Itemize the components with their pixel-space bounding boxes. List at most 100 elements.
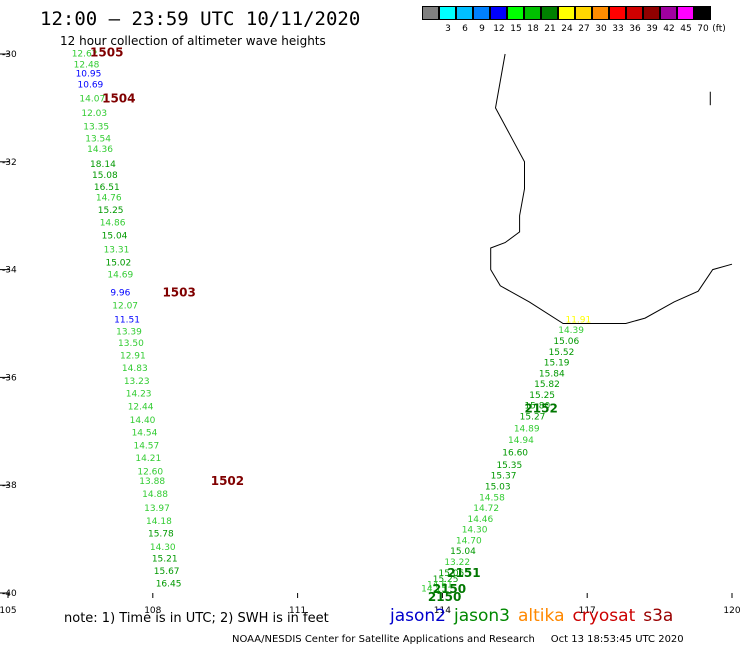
wave-height-value: 15.05 xyxy=(439,569,465,579)
wave-height-value: 16.51 xyxy=(94,183,120,193)
wave-height-value: 12.44 xyxy=(128,403,154,413)
wave-height-value: 14.76 xyxy=(96,194,122,204)
scale-swatch xyxy=(626,6,643,20)
scale-label: 30 xyxy=(595,24,607,34)
credit-line: NOAA/NESDIS Center for Satellite Applica… xyxy=(232,634,684,645)
wave-height-value: 14.86 xyxy=(100,218,126,228)
wave-height-value: 15.06 xyxy=(553,337,579,347)
scale-swatch xyxy=(643,6,660,20)
wave-height-value: 14.15 xyxy=(421,584,447,594)
wave-height-value: 13.97 xyxy=(144,504,170,514)
wave-height-value: 14.07 xyxy=(79,94,105,104)
y-tick-label: -32 xyxy=(2,158,17,168)
wave-height-value: 10.95 xyxy=(76,70,102,80)
wave-height-value: 14.21 xyxy=(135,454,161,464)
legend-altika: altika xyxy=(518,606,565,626)
wave-height-value: 12.03 xyxy=(81,109,107,119)
wave-height-value: 15.78 xyxy=(148,529,174,539)
wave-height-value: 12.48 xyxy=(74,60,100,70)
scale-label: 36 xyxy=(629,24,641,34)
wave-height-value: 15.82 xyxy=(534,380,560,390)
wave-height-value: 14.89 xyxy=(514,424,540,434)
scale-swatch xyxy=(575,6,592,20)
legend-s3a: s3a xyxy=(643,606,674,626)
wave-height-value: 14.83 xyxy=(122,364,148,374)
track: 11.9114.3915.0615.5215.1915.8415.8215.25… xyxy=(444,315,591,568)
wave-height-value: 15.19 xyxy=(544,359,570,369)
wave-height-value: 14.39 xyxy=(558,326,584,336)
wave-height-value: 12.60 xyxy=(137,467,163,477)
pass-number-label: 1505 xyxy=(90,46,123,60)
note-text: note: 1) Time is in UTC; 2) SWH is in fe… xyxy=(64,611,329,626)
wave-height-value: 12.07 xyxy=(112,301,138,311)
scale-label: 9 xyxy=(479,24,485,34)
wave-height-value: 15.03 xyxy=(485,483,511,493)
wave-height-value: 15.35 xyxy=(496,461,522,471)
scale-swatch xyxy=(439,6,456,20)
wave-height-value: 14.46 xyxy=(467,515,493,525)
wave-height-value: 13.54 xyxy=(85,134,111,144)
x-tick-label: 117 xyxy=(579,606,596,616)
scale-label: 27 xyxy=(578,24,590,34)
scale-label: 45 xyxy=(680,24,692,34)
scale-swatch xyxy=(507,6,524,20)
wave-height-value: 14.88 xyxy=(142,490,168,500)
wave-height-value: 14.30 xyxy=(150,543,176,553)
track: 2150 xyxy=(433,582,466,596)
wave-height-value: 14.18 xyxy=(146,517,172,527)
map-title: 12:00 – 23:59 UTC 10/11/2020 xyxy=(40,8,361,30)
wave-height-value: 15.02 xyxy=(105,258,131,268)
wave-height-value: 14.72 xyxy=(473,504,499,514)
scale-label: 3 xyxy=(445,24,451,34)
scale-swatch xyxy=(473,6,490,20)
y-tick-label: -30 xyxy=(2,50,17,60)
scale-label: 24 xyxy=(561,24,573,34)
wave-height-value: 15.67 xyxy=(154,567,180,577)
wave-height-value: 14.69 xyxy=(107,271,133,281)
wave-height-value: 16.45 xyxy=(156,580,182,590)
pass-number-label: 1503 xyxy=(162,286,195,300)
scale-swatch xyxy=(541,6,558,20)
wave-height-value: 14.23 xyxy=(126,389,152,399)
scale-swatch xyxy=(592,6,609,20)
wave-height-value: 14.94 xyxy=(508,436,534,446)
wave-height-value: 15.25 xyxy=(433,575,459,585)
scale-label: 15 xyxy=(510,24,522,34)
wave-height-value: 13.31 xyxy=(104,245,130,255)
scale-swatch xyxy=(422,6,439,20)
wave-height-value: 14.54 xyxy=(132,429,158,439)
wave-height-value: 14.40 xyxy=(130,416,156,426)
wave-height-value: 15.27 xyxy=(520,412,546,422)
scale-label: 18 xyxy=(527,24,539,34)
track: 2150 xyxy=(428,590,461,604)
wave-height-value: 11.91 xyxy=(565,315,591,325)
pass-number-label: 2150 xyxy=(433,582,466,596)
wave-height-value: 13.23 xyxy=(124,377,150,387)
coastline xyxy=(490,53,733,324)
wave-height-value: 15.84 xyxy=(539,369,565,379)
pass-number-label: 2151 xyxy=(447,566,480,580)
map-subtitle: 12 hour collection of altimeter wave hei… xyxy=(60,34,326,48)
wave-height-value: 15.04 xyxy=(102,231,128,241)
wave-height-value: 13.88 xyxy=(139,477,165,487)
pass-number-label: 1502 xyxy=(211,474,244,488)
axis-ticks: 105 108 111 114 117 120 -30 -32 -34 -36 -38 -40 xyxy=(0,50,740,616)
wave-height-value: 13.35 xyxy=(83,122,109,132)
wave-height-value: 15.37 xyxy=(491,472,517,482)
wave-height-value: 10.69 xyxy=(78,80,104,90)
coast-line xyxy=(490,53,733,324)
wave-height-value: 14.70 xyxy=(456,536,482,546)
wave-height-value: 9.96 xyxy=(110,288,130,298)
wave-height-value: 15.04 xyxy=(450,547,476,557)
scale-swatch xyxy=(694,6,711,20)
scale-swatch xyxy=(609,6,626,20)
x-tick-label: 114 xyxy=(434,606,451,616)
x-tick-label: 120 xyxy=(723,606,740,616)
pass-number-label: 1504 xyxy=(102,92,135,106)
wave-height-value: 15.25 xyxy=(98,206,124,216)
wave-height-value: 15.25 xyxy=(529,391,555,401)
scale-unit: (ft) xyxy=(712,24,726,34)
scale-swatch xyxy=(660,6,677,20)
